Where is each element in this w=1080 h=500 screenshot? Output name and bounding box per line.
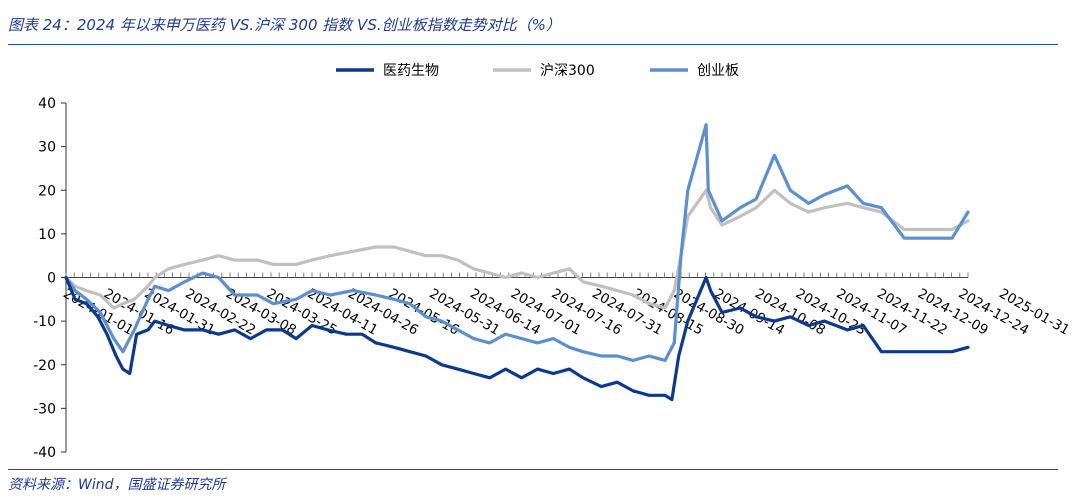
series-line-2	[64, 123, 970, 362]
y-tick-label: -10	[33, 314, 56, 330]
series-line-0	[64, 275, 970, 402]
y-tick-label: 20	[38, 183, 56, 199]
y-axis: 40 30 20 10 0 -10 -20 -30 -40	[33, 96, 67, 461]
y-tick-label: 0	[47, 271, 56, 287]
y-tick-label: 30	[38, 140, 56, 156]
legend-label-2: 创业板	[697, 63, 739, 79]
y-tick-label: 10	[38, 227, 56, 243]
series-lines	[64, 123, 970, 402]
title-divider	[8, 44, 1058, 45]
series-line-1	[64, 188, 970, 310]
legend: 医药生物 沪深300 创业板	[336, 63, 739, 79]
y-tick-label: -20	[33, 358, 56, 374]
footer-divider	[8, 469, 1058, 470]
x-axis: 2024-01-012024-01-162024-01-312024-02-22…	[60, 272, 1072, 339]
y-tick-label: 40	[38, 96, 56, 112]
line-chart: 医药生物 沪深300 创业板 40 30 20 10 0 -10 -20 -30 -40 2024-…	[33, 63, 1072, 461]
legend-label-0: 医药生物	[383, 63, 439, 79]
page-title: 图表 24：2024 年以来申万医药 VS.沪深 300 指数 VS.创业板指数…	[8, 16, 561, 34]
y-tick-label: -30	[33, 401, 56, 417]
y-tick-label: -40	[33, 445, 56, 461]
legend-label-1: 沪深300	[540, 63, 595, 79]
source-note: 资料来源：Wind，国盛证券研究所	[8, 477, 226, 493]
